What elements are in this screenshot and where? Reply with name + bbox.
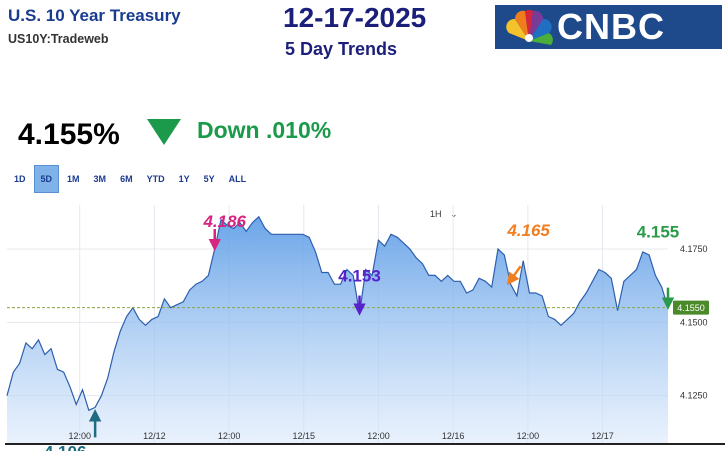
range-button-1d[interactable]: 1D — [14, 174, 26, 184]
x-tick-label: 12/12 — [143, 431, 166, 441]
annotation-arrow — [506, 265, 522, 286]
price-change: Down .010% — [197, 117, 332, 143]
x-tick-label: 12:00 — [218, 431, 241, 441]
x-tick-label: 12:00 — [68, 431, 91, 441]
range-button-1m[interactable]: 1M — [67, 174, 80, 184]
annotation-label: 4.153 — [338, 267, 381, 286]
annotation-label: 4.106 — [44, 442, 87, 451]
current-value-label: 4.1550 — [677, 303, 705, 313]
price-line — [6, 215, 669, 412]
logo-text: CNBC — [557, 6, 665, 47]
date-heading: 12-17-2025 — [283, 2, 427, 33]
instrument-symbol: US10Y:Tradeweb — [8, 32, 109, 46]
range-button-1y[interactable]: 1Y — [178, 174, 190, 184]
x-axis: 12:00 12/12 12:00 12/15 12:00 12/16 12:00 12/17 — [68, 431, 613, 441]
cnbc-logo: CNBC — [495, 5, 722, 49]
x-tick-label: 12/15 — [293, 431, 316, 441]
instrument-title: U.S. 10 Year Treasury — [8, 6, 181, 25]
range-button-6m[interactable]: 6M — [120, 174, 133, 184]
x-tick-label: 12:00 — [517, 431, 540, 441]
price-area — [7, 216, 668, 445]
range-button-3m[interactable]: 3M — [93, 174, 107, 184]
range-button-all[interactable]: ALL — [228, 174, 247, 184]
peacock-icon — [506, 9, 553, 45]
current-value-badge-bg — [673, 300, 709, 315]
y-axis: 4.1750 4.1500 4.1250 — [680, 244, 708, 401]
y-tick-label: 4.1750 — [680, 244, 708, 254]
down-arrow-icon — [147, 119, 181, 145]
y-tick-label: 4.1500 — [680, 317, 708, 327]
range-button-5y[interactable]: 5Y — [203, 174, 215, 184]
annotation-label: 4.165 — [506, 221, 550, 240]
annotations: 4.106 4.186 4.153 4.165 4.155 — [44, 212, 679, 451]
range-selector: 1D 5D 1M 3M 6M YTD 1Y 5Y ALL — [8, 165, 254, 193]
x-tick-label: 12/17 — [591, 431, 614, 441]
annotation-label: 4.155 — [637, 223, 680, 242]
current-value-badge: 4.1550 — [673, 300, 709, 315]
chevron-down-icon[interactable]: ⌄ — [450, 209, 458, 219]
x-tick-label: 12:00 — [367, 431, 390, 441]
trend-heading: 5 Day Trends — [285, 39, 398, 59]
interval-select[interactable]: 1H — [430, 209, 442, 219]
current-price: 4.155% — [18, 118, 120, 151]
range-button-ytd[interactable]: YTD — [146, 174, 165, 184]
y-tick-label: 4.1250 — [680, 391, 708, 401]
x-tick-label: 12/16 — [442, 431, 465, 441]
annotation-label: 4.186 — [202, 212, 246, 231]
range-button-5d[interactable]: 5D — [33, 165, 60, 193]
